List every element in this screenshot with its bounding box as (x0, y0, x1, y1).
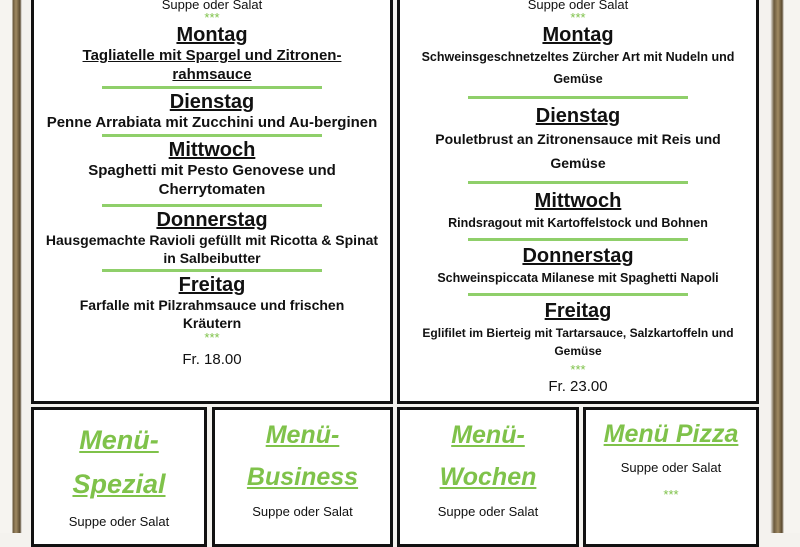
day-friday: Freitag (178, 274, 246, 296)
dish-monday: Schweinsgeschnetzeltes Zürcher Art mit N… (421, 50, 735, 86)
soup-text: Suppe oder Salat (161, 0, 263, 12)
dish-monday: Tagliatelle mit Spargel und Zitronen-rah… (82, 47, 342, 83)
divider (102, 86, 322, 89)
dish-wednesday: Rindsragout mit Kartoffelstock und Bohne… (448, 216, 708, 230)
soup-text: Suppe oder Salat (252, 504, 353, 519)
stars: *** (570, 10, 586, 25)
dish-thursday: Hausgemachte Ravioli gefüllt mit Ricotta… (45, 232, 379, 266)
day-friday: Freitag (544, 300, 612, 322)
day-monday: Montag (542, 24, 614, 46)
soup-text: Suppe oder Salat (437, 504, 539, 519)
day-monday: Montag (176, 24, 248, 46)
divider (468, 181, 688, 184)
day-tuesday: Dienstag (535, 105, 621, 127)
dish-thursday: Schweinspiccata Milanese mit Spaghetti N… (437, 271, 719, 285)
menu-box-meat: Suppe oder Salat *** Montag Schweinsgesc… (397, 0, 759, 404)
wood-frame-right (770, 0, 800, 533)
stars: *** (204, 10, 220, 25)
dish-wednesday: Spaghetti mit Pesto Genovese und Cherryt… (88, 162, 336, 198)
dish-friday: Eglifilet im Bierteig mit Tartarsauce, S… (422, 326, 734, 358)
soup-text: Suppe oder Salat (620, 460, 722, 475)
day-wednesday: Mittwoch (168, 139, 256, 161)
divider (102, 269, 322, 272)
divider (102, 204, 322, 207)
stars: *** (570, 362, 586, 377)
day-wednesday: Mittwoch (534, 190, 622, 212)
menu-box-pizza: Menü Pizza Suppe oder Salat *** (583, 407, 759, 547)
dish-tuesday: Penne Arrabiata mit Zucchini und Au-berg… (46, 114, 378, 131)
dish-tuesday: Pouletbrust an Zitronensauce mit Reis un… (435, 131, 721, 171)
soup-text: Suppe oder Salat (68, 514, 170, 529)
menu-title: Menü-Business (246, 421, 359, 491)
dish-friday: Farfalle mit Pilzrahmsauce und frischen … (79, 297, 345, 331)
wood-frame-left (0, 0, 22, 533)
divider (468, 238, 688, 241)
stars: *** (204, 330, 220, 345)
menu-box-wochen: Menü-Wochen Suppe oder Salat (397, 407, 579, 547)
menu-title: Menü Pizza (603, 420, 739, 448)
menu-box-spezial: Menü-Spezial Suppe oder Salat (31, 407, 207, 547)
menu-title: Menü-Wochen (439, 421, 537, 491)
price: Fr. 18.00 (182, 351, 242, 368)
day-tuesday: Dienstag (169, 91, 255, 113)
menu-box-business: Menü-Business Suppe oder Salat (212, 407, 393, 547)
day-thursday: Donnerstag (156, 209, 268, 231)
menu-box-vegetarian: Suppe oder Salat *** Montag Tagliatelle … (31, 0, 393, 404)
divider (468, 293, 688, 296)
divider (468, 96, 688, 99)
menu-title: Menü-Spezial (72, 425, 166, 499)
soup-text: Suppe oder Salat (527, 0, 629, 12)
price: Fr. 23.00 (548, 378, 608, 395)
divider (102, 134, 322, 137)
stars: *** (663, 487, 679, 502)
day-thursday: Donnerstag (522, 245, 634, 267)
